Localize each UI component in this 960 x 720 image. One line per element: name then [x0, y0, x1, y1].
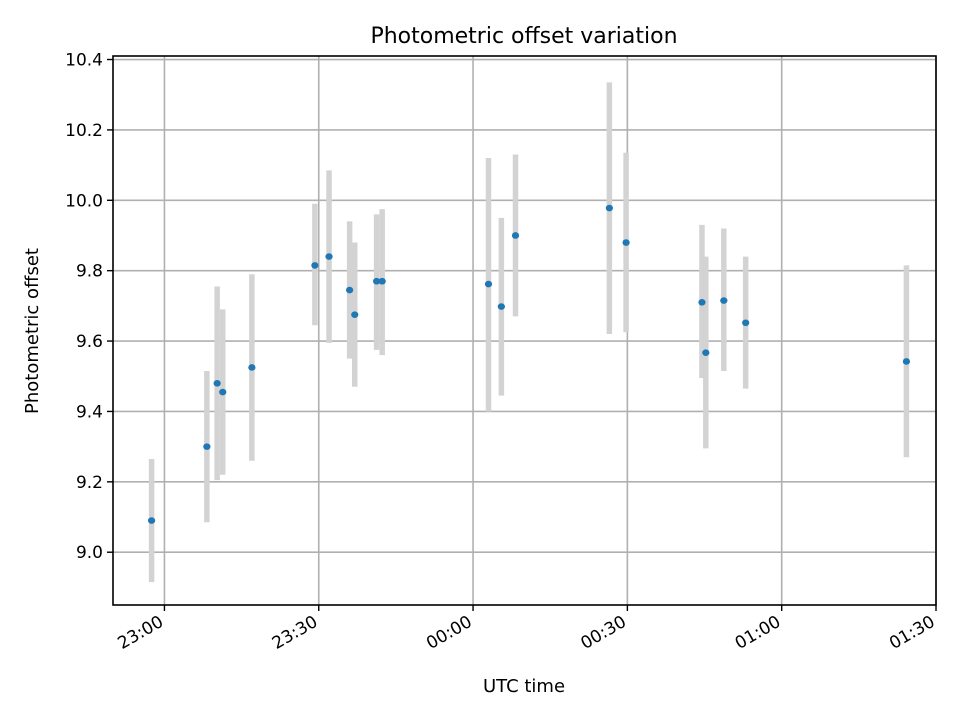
- x-tick-label: 00:30: [577, 612, 629, 654]
- data-point: [720, 297, 728, 304]
- x-tick-label: 23:30: [269, 612, 321, 654]
- data-point: [346, 286, 354, 294]
- chart-title: Photometric offset variation: [370, 24, 677, 49]
- y-tick-label: 10.0: [65, 191, 103, 211]
- errorbar-series: [148, 82, 910, 583]
- data-point: [248, 364, 256, 371]
- y-tick-label: 9.4: [76, 402, 103, 422]
- x-tick-label: 01:30: [886, 612, 938, 654]
- data-point: [622, 239, 630, 246]
- data-point: [373, 277, 381, 285]
- data-point: [698, 299, 706, 306]
- data-point: [213, 379, 221, 387]
- y-tick-label: 9.8: [76, 262, 103, 282]
- data-point: [378, 277, 386, 285]
- data-point: [702, 349, 710, 356]
- grid: [113, 56, 937, 605]
- x-axis-label: UTC time: [483, 676, 565, 697]
- x-tick-label: 23:00: [115, 612, 167, 654]
- point-series: [147, 204, 911, 524]
- data-point: [311, 262, 319, 269]
- data-point: [511, 232, 520, 239]
- data-point: [351, 311, 359, 318]
- data-point: [742, 319, 750, 327]
- data-point: [497, 303, 505, 310]
- x-tick-label: 01:00: [732, 612, 784, 654]
- y-tick-label: 9.0: [76, 543, 103, 563]
- x-axis: 23:00 23:30 00:00 00:30 01:00 01:30: [115, 605, 939, 654]
- x-tick-label: 00:00: [423, 612, 475, 654]
- y-tick-label: 10.2: [65, 121, 103, 141]
- data-point: [219, 388, 227, 396]
- data-point: [325, 253, 333, 260]
- y-tick-label: 10.4: [65, 51, 103, 71]
- y-axis: 9.0 9.2 9.4 9.6 9.8 10.0 10.2 10.4: [65, 51, 113, 563]
- plot-frame: [112, 55, 937, 606]
- data-point: [605, 204, 613, 212]
- y-tick-label: 9.2: [76, 473, 103, 493]
- data-point: [484, 280, 493, 288]
- data-point: [902, 358, 911, 365]
- data-point: [147, 517, 156, 524]
- data-point: [203, 443, 211, 450]
- y-tick-label: 9.6: [76, 332, 103, 352]
- y-axis-label: Photometric offset: [22, 248, 43, 414]
